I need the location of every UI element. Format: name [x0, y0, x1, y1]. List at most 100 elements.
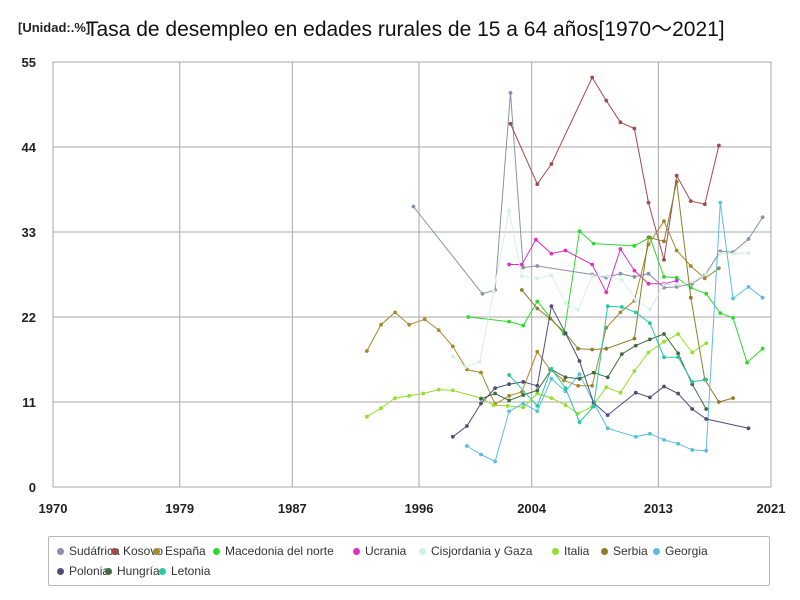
- series-espana: [365, 219, 721, 407]
- data-point: [632, 244, 637, 248]
- unit-label: [Unidad:.%]: [18, 20, 91, 35]
- data-point: [590, 75, 595, 80]
- data-point: [604, 290, 609, 295]
- data-point: [646, 271, 651, 276]
- data-point: [365, 349, 369, 353]
- data-point: [576, 411, 580, 416]
- data-point: [491, 403, 496, 407]
- data-point: [676, 332, 680, 336]
- data-point: [662, 384, 666, 389]
- data-point: [563, 331, 568, 336]
- data-point: [576, 383, 580, 388]
- x-tick-label: 2021: [757, 501, 786, 516]
- data-point: [466, 315, 471, 319]
- data-point: [648, 307, 652, 312]
- data-point: [605, 274, 610, 278]
- data-point: [450, 344, 455, 349]
- data-point: [563, 375, 568, 380]
- legend-item: Letonia: [159, 564, 210, 578]
- data-point: [717, 266, 721, 271]
- chart-legend: Sudáfrica Kosovo España Macedonia del norte…: [48, 536, 770, 586]
- series-line: [452, 304, 749, 438]
- legend-label: Macedonia del norte: [225, 544, 334, 558]
- data-point: [746, 426, 751, 431]
- data-point: [746, 251, 751, 255]
- legend-swatch: [105, 567, 112, 575]
- legend-label: Italia: [564, 544, 590, 558]
- data-point: [745, 360, 749, 365]
- data-point: [732, 251, 737, 256]
- data-point: [746, 285, 751, 289]
- data-point: [521, 405, 526, 410]
- chart-series: [365, 75, 765, 464]
- data-point: [690, 448, 695, 452]
- legend-label: Ucrania: [365, 544, 407, 558]
- data-point: [704, 377, 709, 382]
- data-point: [507, 393, 511, 398]
- legend-swatch: [111, 547, 118, 555]
- data-point: [633, 434, 638, 439]
- data-point: [760, 215, 765, 220]
- data-point: [493, 459, 497, 464]
- legend-label: Hungría: [117, 564, 160, 578]
- x-tick-label: 2013: [644, 501, 673, 516]
- legend-label: Polonia: [69, 564, 110, 578]
- data-point: [648, 337, 652, 342]
- data-point: [662, 438, 666, 442]
- data-point: [674, 278, 679, 283]
- data-point: [505, 404, 510, 408]
- legend-label: España: [165, 544, 206, 558]
- data-point: [479, 452, 483, 457]
- data-point: [507, 398, 511, 403]
- legend-swatch: [653, 547, 660, 555]
- data-point: [604, 346, 609, 351]
- legend-swatch: [552, 547, 559, 555]
- legend-swatch: [419, 547, 426, 555]
- x-axis-ticks: 1970 1979 1987 1996 2004 2013 2021: [39, 501, 786, 516]
- data-point: [535, 182, 540, 187]
- y-tick-label: 55: [22, 55, 36, 70]
- data-point: [632, 336, 637, 341]
- data-point: [591, 404, 596, 409]
- data-point: [507, 382, 511, 387]
- data-point: [535, 306, 540, 311]
- legend-item: Italia: [552, 544, 589, 558]
- data-point: [519, 262, 524, 267]
- legend-swatch: [57, 567, 64, 575]
- data-point: [704, 407, 709, 411]
- data-point: [676, 351, 680, 356]
- data-point: [604, 385, 609, 390]
- data-point: [718, 200, 723, 205]
- data-point: [436, 328, 441, 332]
- data-point: [411, 204, 416, 209]
- data-point: [563, 403, 568, 407]
- y-tick-label: 11: [22, 395, 36, 410]
- legend-item: Polonia: [57, 564, 109, 578]
- data-point: [507, 409, 511, 414]
- data-point: [760, 346, 765, 351]
- data-point: [519, 274, 524, 278]
- data-point: [605, 426, 610, 431]
- legend-item: Macedonia del norte: [213, 544, 334, 558]
- data-point: [479, 401, 483, 406]
- series-line: [452, 210, 749, 368]
- series-letonia: [507, 304, 709, 424]
- series-polonia: [450, 304, 751, 439]
- data-point: [563, 386, 568, 390]
- data-point: [618, 271, 623, 276]
- series-cisjordania-y-gaza: [450, 208, 751, 370]
- data-point: [604, 325, 609, 330]
- data-point: [477, 359, 482, 364]
- data-point: [662, 339, 666, 344]
- data-point: [648, 431, 652, 436]
- legend-swatch: [353, 547, 360, 555]
- series-ucrania: [507, 237, 679, 295]
- data-point: [590, 274, 595, 278]
- data-point: [535, 391, 540, 396]
- data-point: [760, 295, 765, 300]
- data-point: [577, 229, 582, 234]
- data-point: [379, 406, 383, 411]
- data-point: [535, 276, 540, 281]
- data-point: [604, 98, 609, 103]
